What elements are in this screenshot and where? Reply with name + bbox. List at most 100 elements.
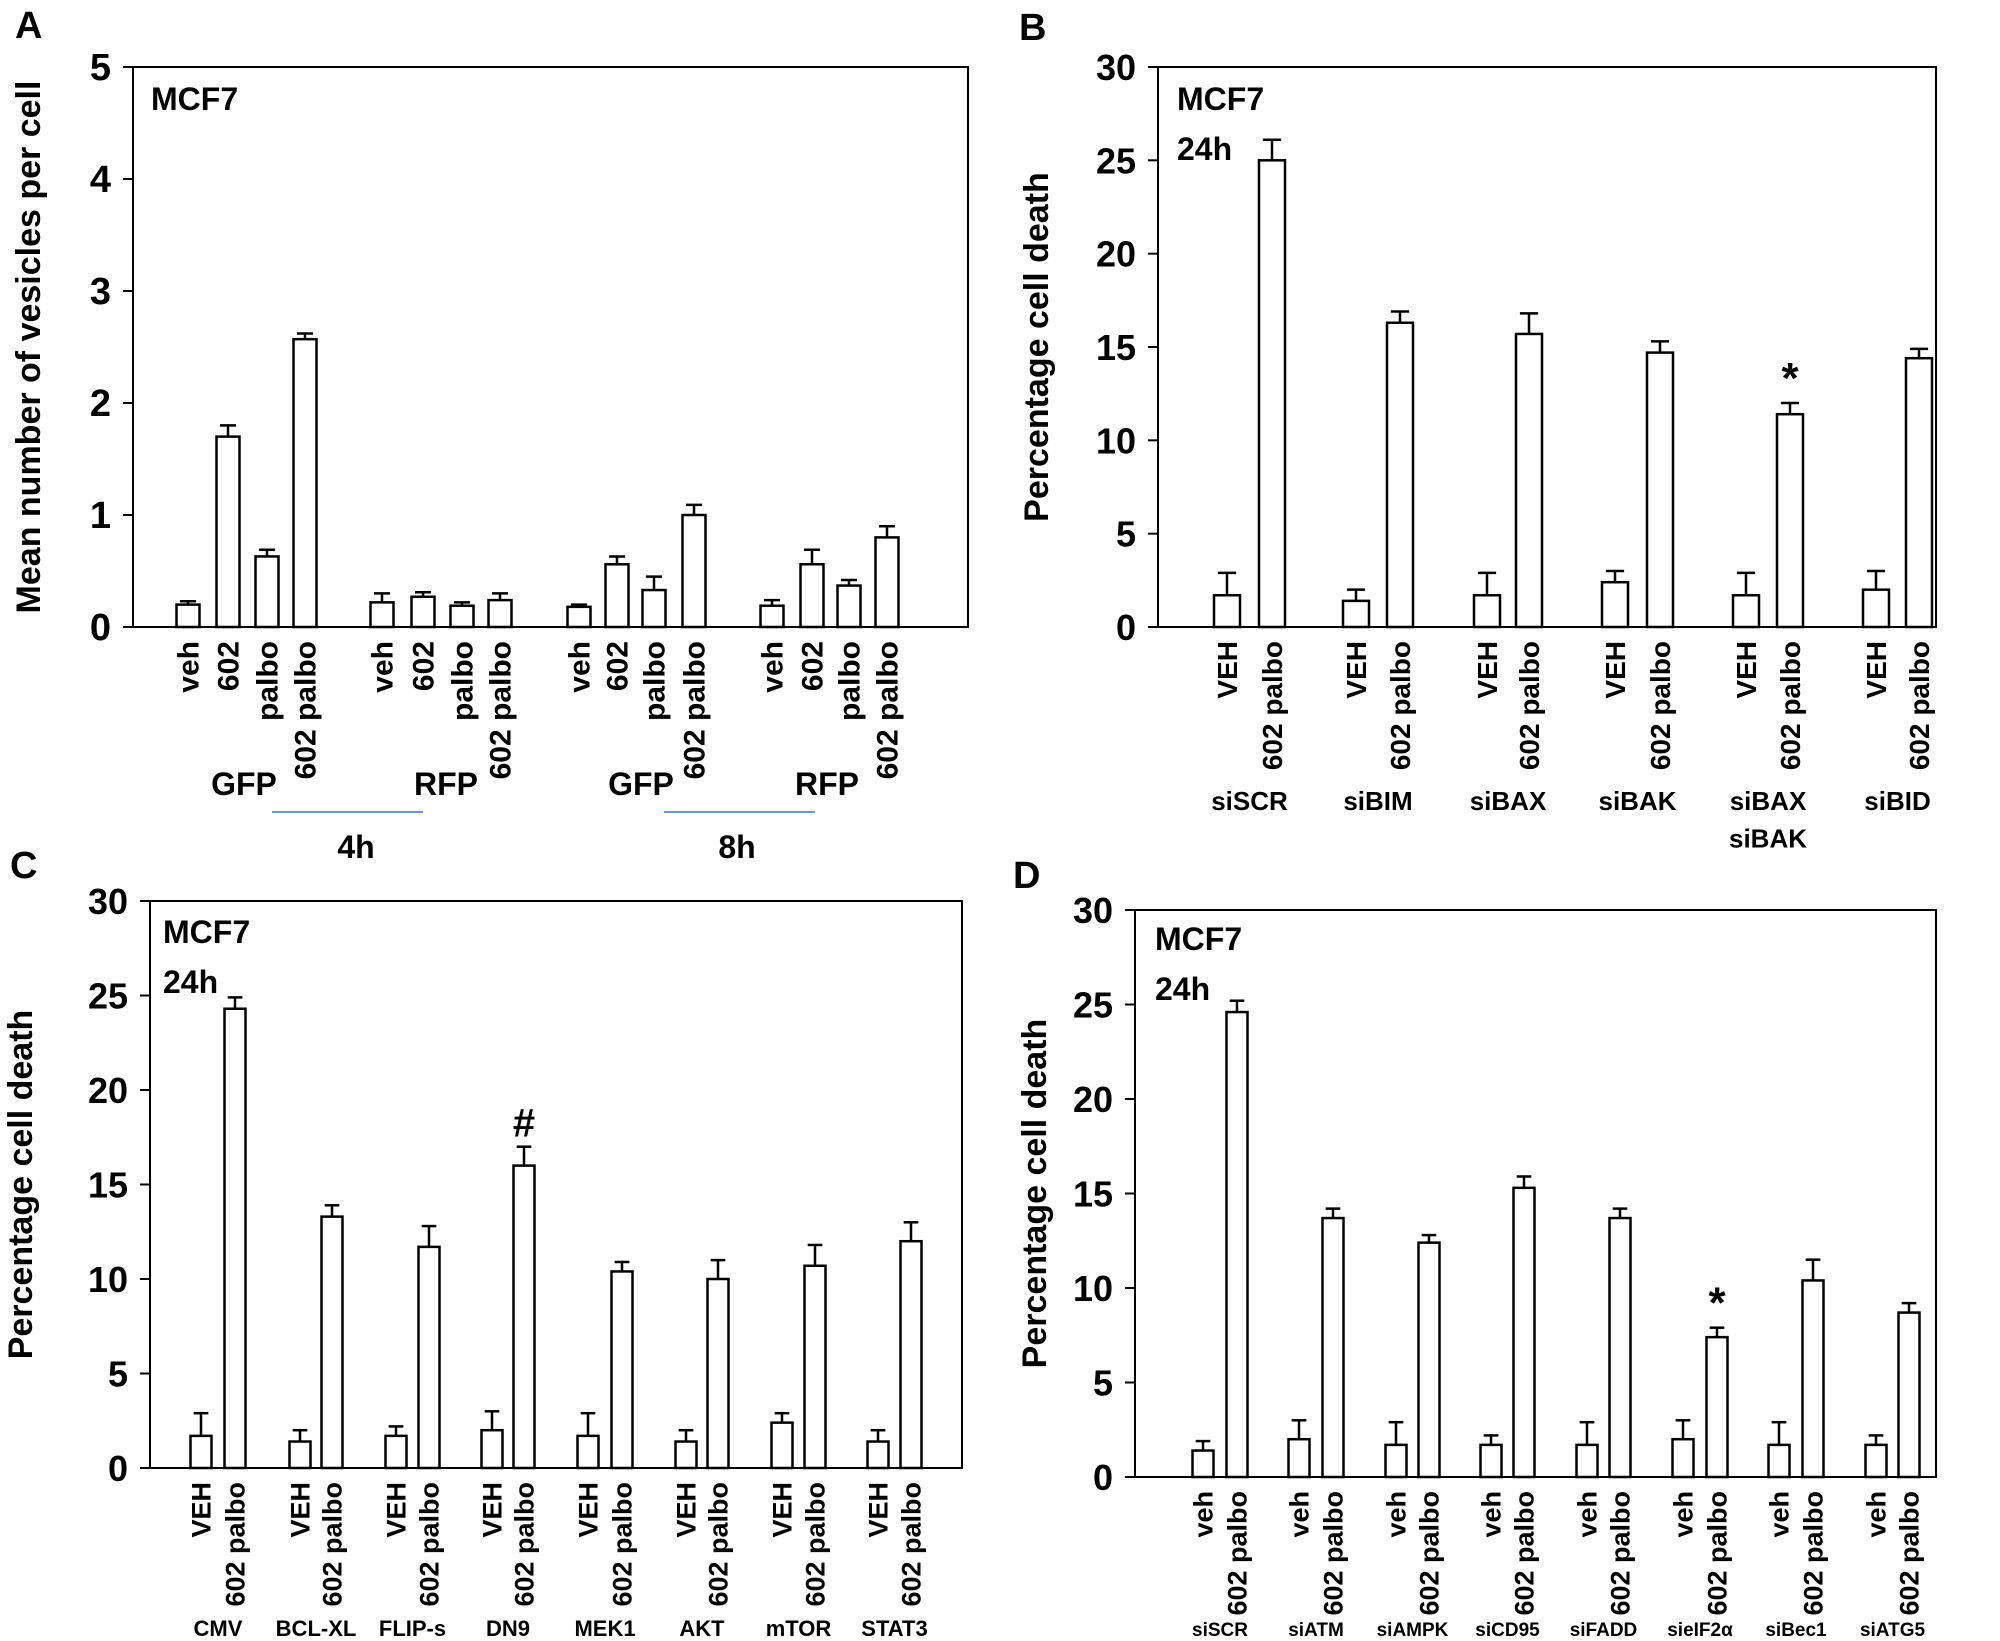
bar-label: veh [1764, 1491, 1794, 1538]
bar [799, 563, 825, 629]
y-tick-label: 20 [88, 1070, 128, 1111]
group-label: siBAK [1729, 824, 1807, 854]
bar [1864, 1443, 1888, 1479]
bar-label: 602 [213, 641, 246, 691]
group-label: siFADD [1570, 1620, 1638, 1641]
bar-label: palbo [834, 641, 867, 721]
bar-label: 602 palbo [1414, 1491, 1444, 1616]
bar [1731, 594, 1761, 629]
bar [1472, 594, 1502, 629]
bar-label: 602 palbo [1775, 641, 1806, 770]
bar-label: 602 palbo [1509, 1491, 1539, 1616]
bar-label: 602 palbo [896, 1482, 926, 1607]
y-tick-label: 30 [1073, 890, 1113, 931]
bar [292, 337, 318, 629]
y-tick-label: 10 [1096, 420, 1136, 461]
bar-label: veh [173, 641, 206, 693]
group-label: siBec1 [1765, 1620, 1827, 1641]
bar [215, 435, 241, 629]
group-label: siATM [1288, 1620, 1344, 1641]
bar [1321, 1216, 1345, 1479]
bar [1861, 588, 1891, 629]
bar-label: veh [757, 641, 790, 693]
bar-label: 602 palbo [485, 641, 518, 779]
bar [1645, 351, 1675, 629]
y-axis-title: Percentage cell death [2, 1010, 40, 1360]
bar [254, 555, 280, 629]
bar-label: VEH [1472, 641, 1503, 699]
y-tick-label: 25 [1096, 140, 1136, 181]
panel-letter: A [15, 5, 42, 47]
bar [1600, 580, 1630, 629]
time-annotation: 24h [163, 964, 218, 1000]
bar [803, 1264, 827, 1470]
group-label: MEK1 [574, 1616, 635, 1641]
y-tick-label: 0 [1093, 1457, 1113, 1498]
bar [1897, 1311, 1921, 1479]
bar-label: VEH [671, 1482, 701, 1538]
bar-label: 602 palbo [1222, 1491, 1252, 1616]
group-label: siBAX [1470, 786, 1547, 816]
bar [1191, 1449, 1215, 1479]
y-tick-label: 5 [1116, 514, 1136, 555]
bar [1225, 1010, 1249, 1479]
bar-label: veh [1861, 1491, 1891, 1538]
time-annotation: 24h [1177, 131, 1232, 167]
bar [512, 1164, 536, 1470]
group-label: AKT [679, 1616, 725, 1641]
y-tick-label: 30 [88, 881, 128, 922]
bar-label: 602 palbo [1904, 641, 1935, 770]
group-label: RFP [795, 766, 859, 802]
group-label: DN9 [486, 1616, 530, 1641]
panel-B: B 0 5 10 15 20 25 30 Percentage cell death MCF7 24… [1018, 7, 1937, 854]
bar-label: palbo [639, 641, 672, 721]
bar [759, 604, 785, 629]
bar-label: VEH [186, 1482, 216, 1538]
bar-label: veh [564, 641, 597, 693]
bar-label: 602 palbo [1257, 641, 1288, 770]
y-tick-label: 15 [1073, 1174, 1113, 1215]
y-tick-label: 5 [90, 47, 111, 89]
bar-label: 602 palbo [1798, 1491, 1828, 1616]
y-tick-label: 1 [90, 495, 111, 537]
bar [770, 1421, 794, 1470]
group-label: BCL-XL [276, 1616, 357, 1641]
time-label: 4h [337, 829, 374, 865]
y-tick-label: 15 [88, 1165, 128, 1206]
y-tick-label: 3 [90, 271, 111, 313]
bar-label: 602 palbo [872, 641, 905, 779]
panel-letter: C [10, 845, 37, 887]
bar [1212, 594, 1242, 629]
bar-label: VEH [285, 1482, 315, 1538]
bar-label: VEH [573, 1482, 603, 1538]
group-label: STAT3 [861, 1616, 927, 1641]
bar-label: VEH [477, 1482, 507, 1538]
bar [641, 588, 667, 629]
y-tick-label: 5 [1093, 1363, 1113, 1404]
bar [604, 563, 630, 629]
cell-line-annotation: MCF7 [1155, 921, 1242, 957]
group-label: siSCR [1192, 1620, 1248, 1641]
y-tick-label: 10 [88, 1259, 128, 1300]
y-tick-label: 0 [1116, 607, 1136, 648]
panel-D: D 0 5 10 15 20 25 30 Percentage cell death MCF7 24… [1013, 855, 1937, 1641]
group-label: siBIM [1343, 786, 1412, 816]
y-tick-label: 15 [1096, 327, 1136, 368]
panel-letter: B [1019, 7, 1046, 49]
bar [480, 1428, 504, 1470]
bar-label: VEH [1731, 641, 1762, 699]
bar [1479, 1443, 1503, 1479]
y-tick-label: 25 [1073, 985, 1113, 1026]
bar [189, 1434, 213, 1470]
bar [1257, 159, 1287, 629]
bar-label: 602 palbo [1645, 641, 1676, 770]
bar [674, 1440, 698, 1470]
bar [369, 601, 395, 629]
bar-label: veh [1668, 1491, 1698, 1538]
bar [899, 1239, 923, 1470]
bar [288, 1440, 312, 1470]
bar-label: veh [1284, 1491, 1314, 1538]
bar [1341, 599, 1371, 629]
y-axis-title: Percentage cell death [1016, 1019, 1054, 1369]
bar-label: 602 palbo [509, 1482, 539, 1607]
